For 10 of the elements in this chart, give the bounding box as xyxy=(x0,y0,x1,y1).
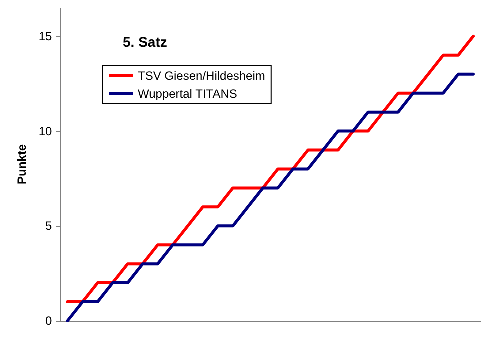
y-tick-label: 10 xyxy=(38,124,53,138)
y-tick-label: 15 xyxy=(38,29,53,44)
text: 5. Satz xyxy=(123,34,168,50)
line-series xyxy=(66,72,475,322)
line-series xyxy=(66,34,475,304)
y-tick-label: 5 xyxy=(46,219,53,234)
legend-label: TSV Giesen/Hildesheim xyxy=(138,69,266,83)
legend-label: Wuppertal TITANS xyxy=(138,87,238,101)
y-tick-label: 0 xyxy=(46,314,53,328)
y-axis-title: Punkte xyxy=(15,144,29,185)
